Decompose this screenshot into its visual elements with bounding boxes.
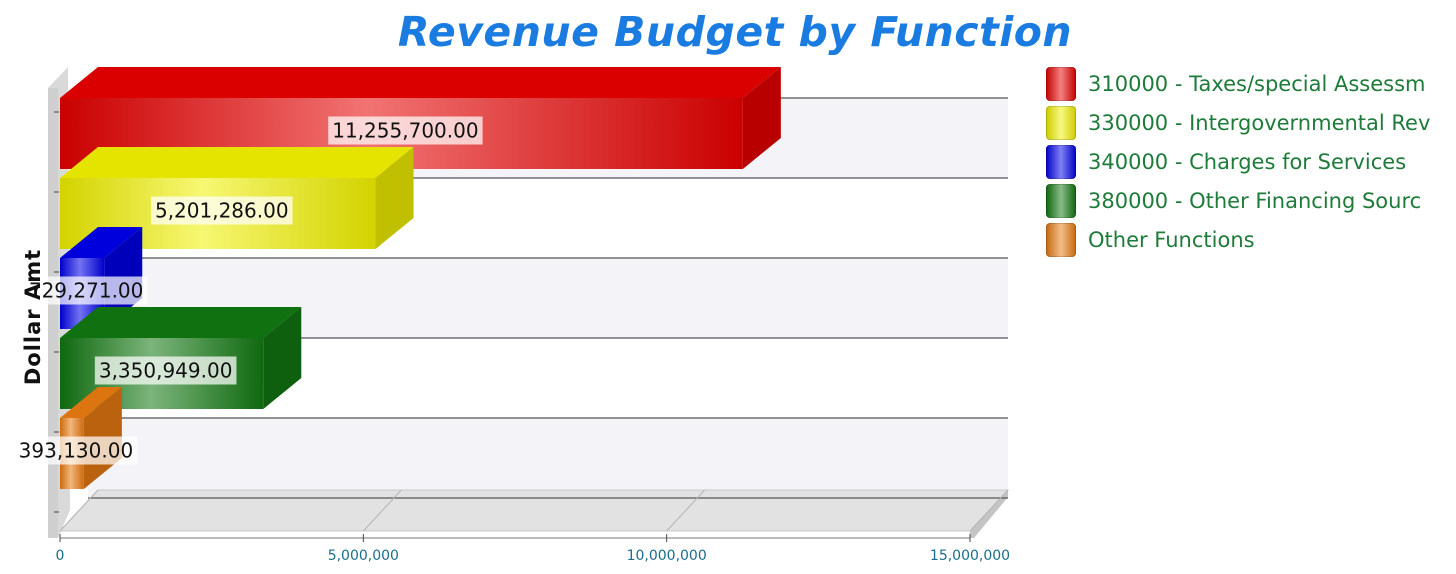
data-label-bg xyxy=(94,356,237,385)
legend-label: 340000 - Charges for Services xyxy=(1088,149,1407,174)
floor xyxy=(58,489,1010,532)
legend-label: 310000 - Taxes/special Assessm xyxy=(1088,71,1426,96)
x-tick-label: 5,000,000 xyxy=(328,548,399,564)
y-axis-label: Dollar Amt xyxy=(21,248,45,386)
data-labels: 11,255,700.00 5,201,286.00 729,271.00 3,350… xyxy=(14,116,483,465)
bar-top xyxy=(60,387,122,418)
bar-top xyxy=(60,307,302,338)
x-tick-label: 15,000,000 xyxy=(930,548,1010,564)
bar-top xyxy=(60,147,414,178)
floor-grid-line xyxy=(362,489,402,532)
data-label-bg xyxy=(328,116,483,145)
chart-plot: 11,255,700.00 5,201,286.00 729,271.00 3,350… xyxy=(14,67,1011,564)
bar-side xyxy=(742,67,781,169)
data-label-text: 11,255,700.00 xyxy=(332,119,478,143)
bar-side xyxy=(263,307,302,409)
plot-band xyxy=(88,418,1008,498)
data-label-3: 3,350,949.00 xyxy=(94,356,237,385)
axis xyxy=(54,111,970,539)
data-label-text: 5,201,286.00 xyxy=(155,199,289,223)
chart-title: Revenue Budget by Function xyxy=(397,8,1073,56)
floor-edge xyxy=(970,490,1008,538)
legend-label: Other Functions xyxy=(1088,227,1255,252)
data-label-bg xyxy=(14,436,138,465)
legend-item: 330000 - Intergovernmental Rev xyxy=(1046,103,1456,142)
legend-item: 380000 - Other Financing Sourc xyxy=(1046,181,1456,220)
legend-swatch xyxy=(1046,105,1076,140)
legend-swatch xyxy=(1046,222,1076,257)
floor-grid-line xyxy=(969,489,1009,532)
bar-top xyxy=(60,227,143,258)
x-tick-label: 10,000,000 xyxy=(627,548,707,564)
data-label-1: 5,201,286.00 xyxy=(150,196,293,225)
data-label-4: 393,130.00 xyxy=(14,436,138,465)
bars xyxy=(60,67,781,489)
bar-top xyxy=(60,67,781,98)
floor-grid-line xyxy=(666,489,706,532)
legend-item: 340000 - Charges for Services xyxy=(1046,142,1456,181)
data-label-2: 729,271.00 xyxy=(24,276,148,305)
legend-swatch xyxy=(1046,183,1076,218)
legend-label: 330000 - Intergovernmental Rev xyxy=(1088,110,1431,135)
data-label-text: 3,350,949.00 xyxy=(99,359,233,383)
legend-swatch xyxy=(1046,66,1076,101)
data-label-bg xyxy=(24,276,148,305)
data-label-bg xyxy=(150,196,293,225)
x-axis-ticks: 0 5,000,000 10,000,000 15,000,000 xyxy=(56,534,1010,564)
legend-label: 380000 - Other Financing Sourc xyxy=(1088,188,1422,213)
data-label-text: 393,130.00 xyxy=(19,439,134,463)
legend: 310000 - Taxes/special Assessm 330000 - I… xyxy=(1046,64,1456,259)
x-tick-label: 0 xyxy=(56,548,65,564)
legend-swatch xyxy=(1046,144,1076,179)
data-label-0: 11,255,700.00 xyxy=(328,116,483,145)
legend-item: Other Functions xyxy=(1046,220,1456,259)
data-label-text: 729,271.00 xyxy=(29,279,144,303)
floor-grid-line xyxy=(59,489,99,532)
legend-item: 310000 - Taxes/special Assessm xyxy=(1046,64,1456,103)
side-wall-edge xyxy=(48,88,58,538)
bar-side xyxy=(375,147,414,249)
